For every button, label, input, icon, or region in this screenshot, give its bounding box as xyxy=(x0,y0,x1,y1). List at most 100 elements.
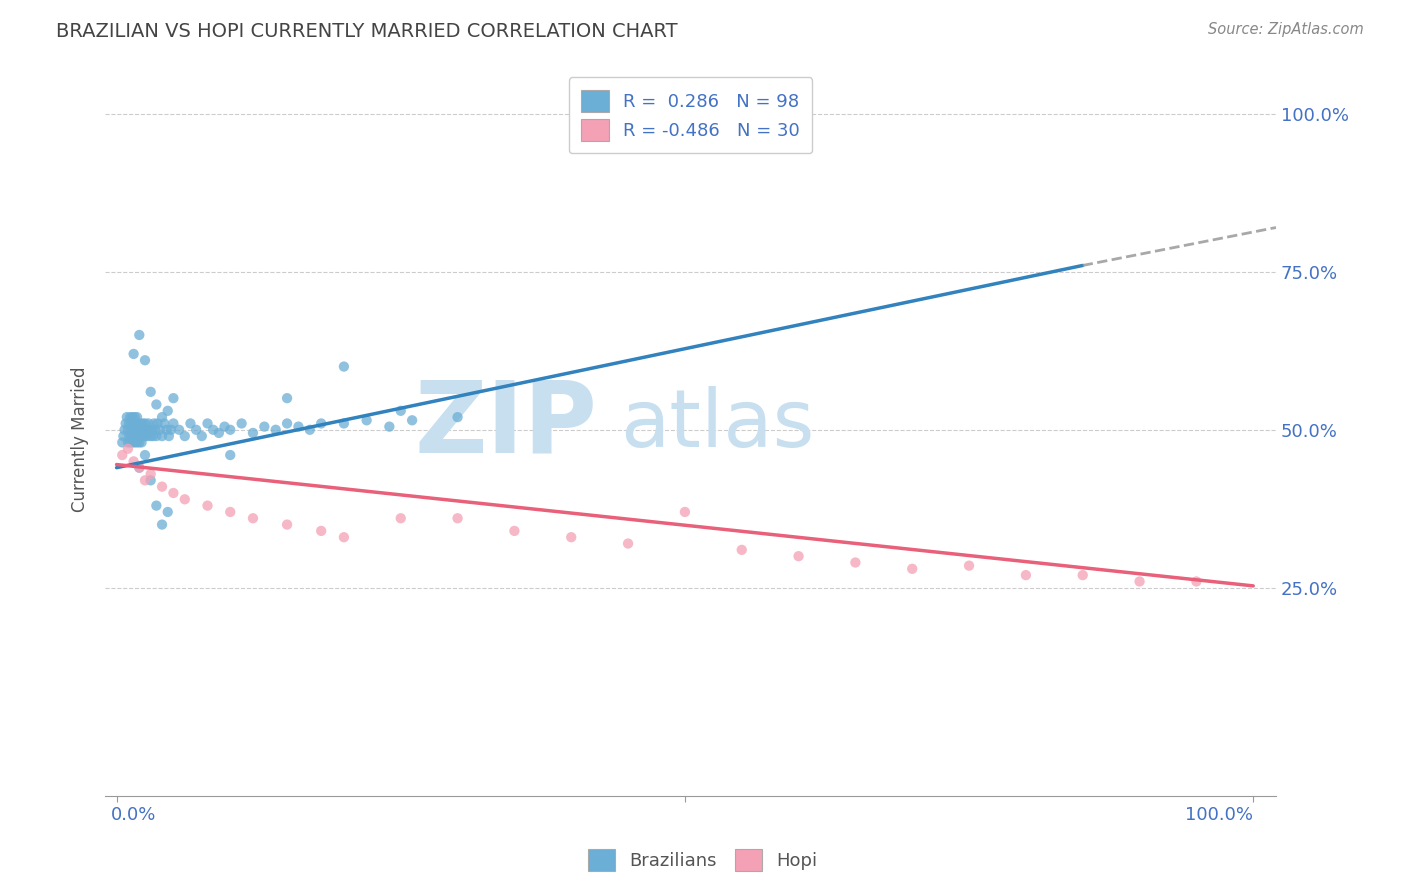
Point xyxy=(1185,574,1208,589)
Point xyxy=(173,492,195,507)
Point xyxy=(333,359,356,374)
Legend: Brazilians, Hopi: Brazilians, Hopi xyxy=(581,842,825,879)
Point xyxy=(129,429,152,443)
Point xyxy=(446,511,468,525)
Point xyxy=(214,419,236,434)
Point xyxy=(145,499,167,513)
Point xyxy=(264,423,287,437)
Point xyxy=(121,435,143,450)
Point xyxy=(128,460,150,475)
Point xyxy=(122,454,145,468)
Point xyxy=(162,417,184,431)
Point xyxy=(146,417,169,431)
Point xyxy=(156,505,179,519)
Point xyxy=(125,435,148,450)
Point xyxy=(219,448,242,462)
Point xyxy=(150,410,173,425)
Point xyxy=(120,435,142,450)
Point xyxy=(128,460,150,475)
Point xyxy=(153,417,176,431)
Point xyxy=(309,524,332,538)
Point xyxy=(124,410,146,425)
Point xyxy=(1128,574,1150,589)
Point xyxy=(122,429,145,443)
Legend: R =  0.286   N = 98, R = -0.486   N = 30: R = 0.286 N = 98, R = -0.486 N = 30 xyxy=(569,77,813,153)
Point xyxy=(117,423,139,437)
Point xyxy=(173,429,195,443)
Point xyxy=(143,423,166,437)
Point xyxy=(844,556,866,570)
Point xyxy=(128,423,150,437)
Point xyxy=(231,417,253,431)
Point xyxy=(1015,568,1038,582)
Point xyxy=(134,429,156,443)
Point xyxy=(208,425,231,440)
Point xyxy=(118,417,141,431)
Point xyxy=(134,473,156,487)
Point xyxy=(155,423,177,437)
Point xyxy=(131,435,153,450)
Point xyxy=(157,429,180,443)
Point xyxy=(276,517,298,532)
Point xyxy=(132,429,155,443)
Point xyxy=(186,423,208,437)
Point xyxy=(901,562,924,576)
Point xyxy=(128,435,150,450)
Point xyxy=(122,347,145,361)
Point xyxy=(118,429,141,443)
Text: 100.0%: 100.0% xyxy=(1185,805,1253,824)
Text: BRAZILIAN VS HOPI CURRENTLY MARRIED CORRELATION CHART: BRAZILIAN VS HOPI CURRENTLY MARRIED CORR… xyxy=(56,22,678,41)
Point xyxy=(219,423,242,437)
Point xyxy=(131,423,153,437)
Point xyxy=(162,486,184,500)
Point xyxy=(333,417,356,431)
Point xyxy=(132,423,155,437)
Point xyxy=(122,423,145,437)
Point xyxy=(129,417,152,431)
Point xyxy=(276,391,298,405)
Point xyxy=(202,423,225,437)
Point xyxy=(191,429,214,443)
Point xyxy=(150,480,173,494)
Point xyxy=(160,423,183,437)
Point xyxy=(401,413,423,427)
Point xyxy=(114,417,136,431)
Point xyxy=(276,417,298,431)
Point xyxy=(787,549,810,564)
Point xyxy=(138,423,160,437)
Point xyxy=(127,429,149,443)
Point xyxy=(122,417,145,431)
Point xyxy=(120,410,142,425)
Point xyxy=(125,417,148,431)
Point xyxy=(145,397,167,411)
Point xyxy=(132,417,155,431)
Point xyxy=(503,524,526,538)
Point xyxy=(617,536,640,550)
Point xyxy=(124,423,146,437)
Point xyxy=(121,410,143,425)
Point xyxy=(111,435,134,450)
Point xyxy=(125,429,148,443)
Point xyxy=(142,429,165,443)
Text: 0.0%: 0.0% xyxy=(111,805,156,824)
Point xyxy=(124,435,146,450)
Point xyxy=(298,423,321,437)
Point xyxy=(143,417,166,431)
Text: atlas: atlas xyxy=(620,386,814,464)
Point xyxy=(112,429,135,443)
Point xyxy=(389,404,412,418)
Point xyxy=(242,425,264,440)
Point xyxy=(162,391,184,405)
Point xyxy=(219,505,242,519)
Point xyxy=(127,423,149,437)
Point xyxy=(139,473,162,487)
Point xyxy=(134,417,156,431)
Point xyxy=(242,511,264,525)
Point xyxy=(179,417,201,431)
Point xyxy=(1071,568,1094,582)
Point xyxy=(120,423,142,437)
Point xyxy=(125,410,148,425)
Point xyxy=(389,511,412,525)
Point xyxy=(138,417,160,431)
Point xyxy=(333,530,356,544)
